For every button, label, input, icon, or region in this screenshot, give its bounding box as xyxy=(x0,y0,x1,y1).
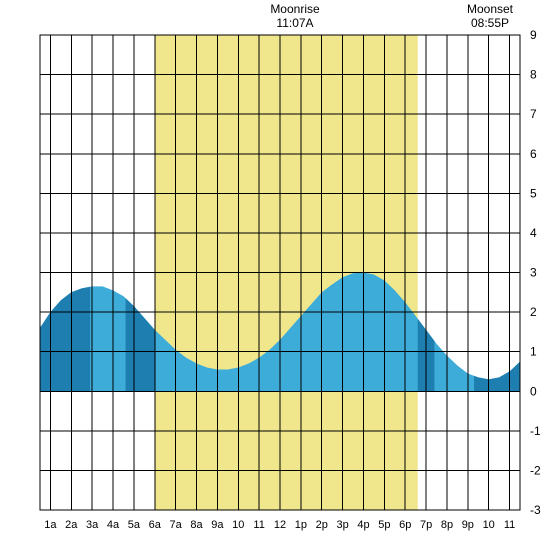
moonset-time: 08:55P xyxy=(450,16,530,30)
svg-text:4a: 4a xyxy=(107,519,120,531)
svg-text:8a: 8a xyxy=(190,519,203,531)
svg-text:5: 5 xyxy=(530,186,537,200)
svg-text:3: 3 xyxy=(530,266,537,280)
svg-text:6p: 6p xyxy=(399,519,411,531)
svg-text:0: 0 xyxy=(530,384,537,398)
svg-text:12: 12 xyxy=(274,519,286,531)
svg-text:-1: -1 xyxy=(530,424,541,438)
svg-text:2p: 2p xyxy=(316,519,328,531)
moonrise-time: 11:07A xyxy=(255,16,335,30)
svg-text:2: 2 xyxy=(530,305,537,319)
svg-text:9: 9 xyxy=(530,28,537,42)
svg-text:7a: 7a xyxy=(170,519,183,531)
svg-text:8p: 8p xyxy=(441,519,453,531)
svg-text:-2: -2 xyxy=(530,463,541,477)
svg-text:3p: 3p xyxy=(336,519,348,531)
tide-chart: Moonrise 11:07A Moonset 08:55P 1a2a3a4a5… xyxy=(0,0,550,550)
svg-text:5a: 5a xyxy=(128,519,141,531)
svg-text:3a: 3a xyxy=(86,519,99,531)
svg-text:11: 11 xyxy=(504,519,515,531)
moonset-label-block: Moonset 08:55P xyxy=(450,2,530,31)
svg-text:4p: 4p xyxy=(357,519,369,531)
svg-text:7: 7 xyxy=(530,107,537,121)
moonset-title: Moonset xyxy=(450,2,530,16)
svg-text:10: 10 xyxy=(483,519,495,531)
svg-text:6a: 6a xyxy=(149,519,162,531)
svg-text:9a: 9a xyxy=(211,519,224,531)
svg-text:11: 11 xyxy=(253,519,264,531)
svg-text:1: 1 xyxy=(530,345,537,359)
svg-text:-3: -3 xyxy=(530,503,541,517)
svg-text:7p: 7p xyxy=(420,519,432,531)
svg-text:9p: 9p xyxy=(462,519,474,531)
svg-text:5p: 5p xyxy=(378,519,390,531)
svg-text:4: 4 xyxy=(530,226,537,240)
chart-svg: 1a2a3a4a5a6a7a8a9a1011121p2p3p4p5p6p7p8p… xyxy=(0,0,550,550)
moonrise-title: Moonrise xyxy=(255,2,335,16)
svg-text:1p: 1p xyxy=(295,519,307,531)
svg-text:10: 10 xyxy=(232,519,244,531)
svg-text:6: 6 xyxy=(530,147,537,161)
svg-text:2a: 2a xyxy=(65,519,78,531)
moonrise-label-block: Moonrise 11:07A xyxy=(255,2,335,31)
svg-text:1a: 1a xyxy=(44,519,57,531)
svg-text:8: 8 xyxy=(530,68,537,82)
